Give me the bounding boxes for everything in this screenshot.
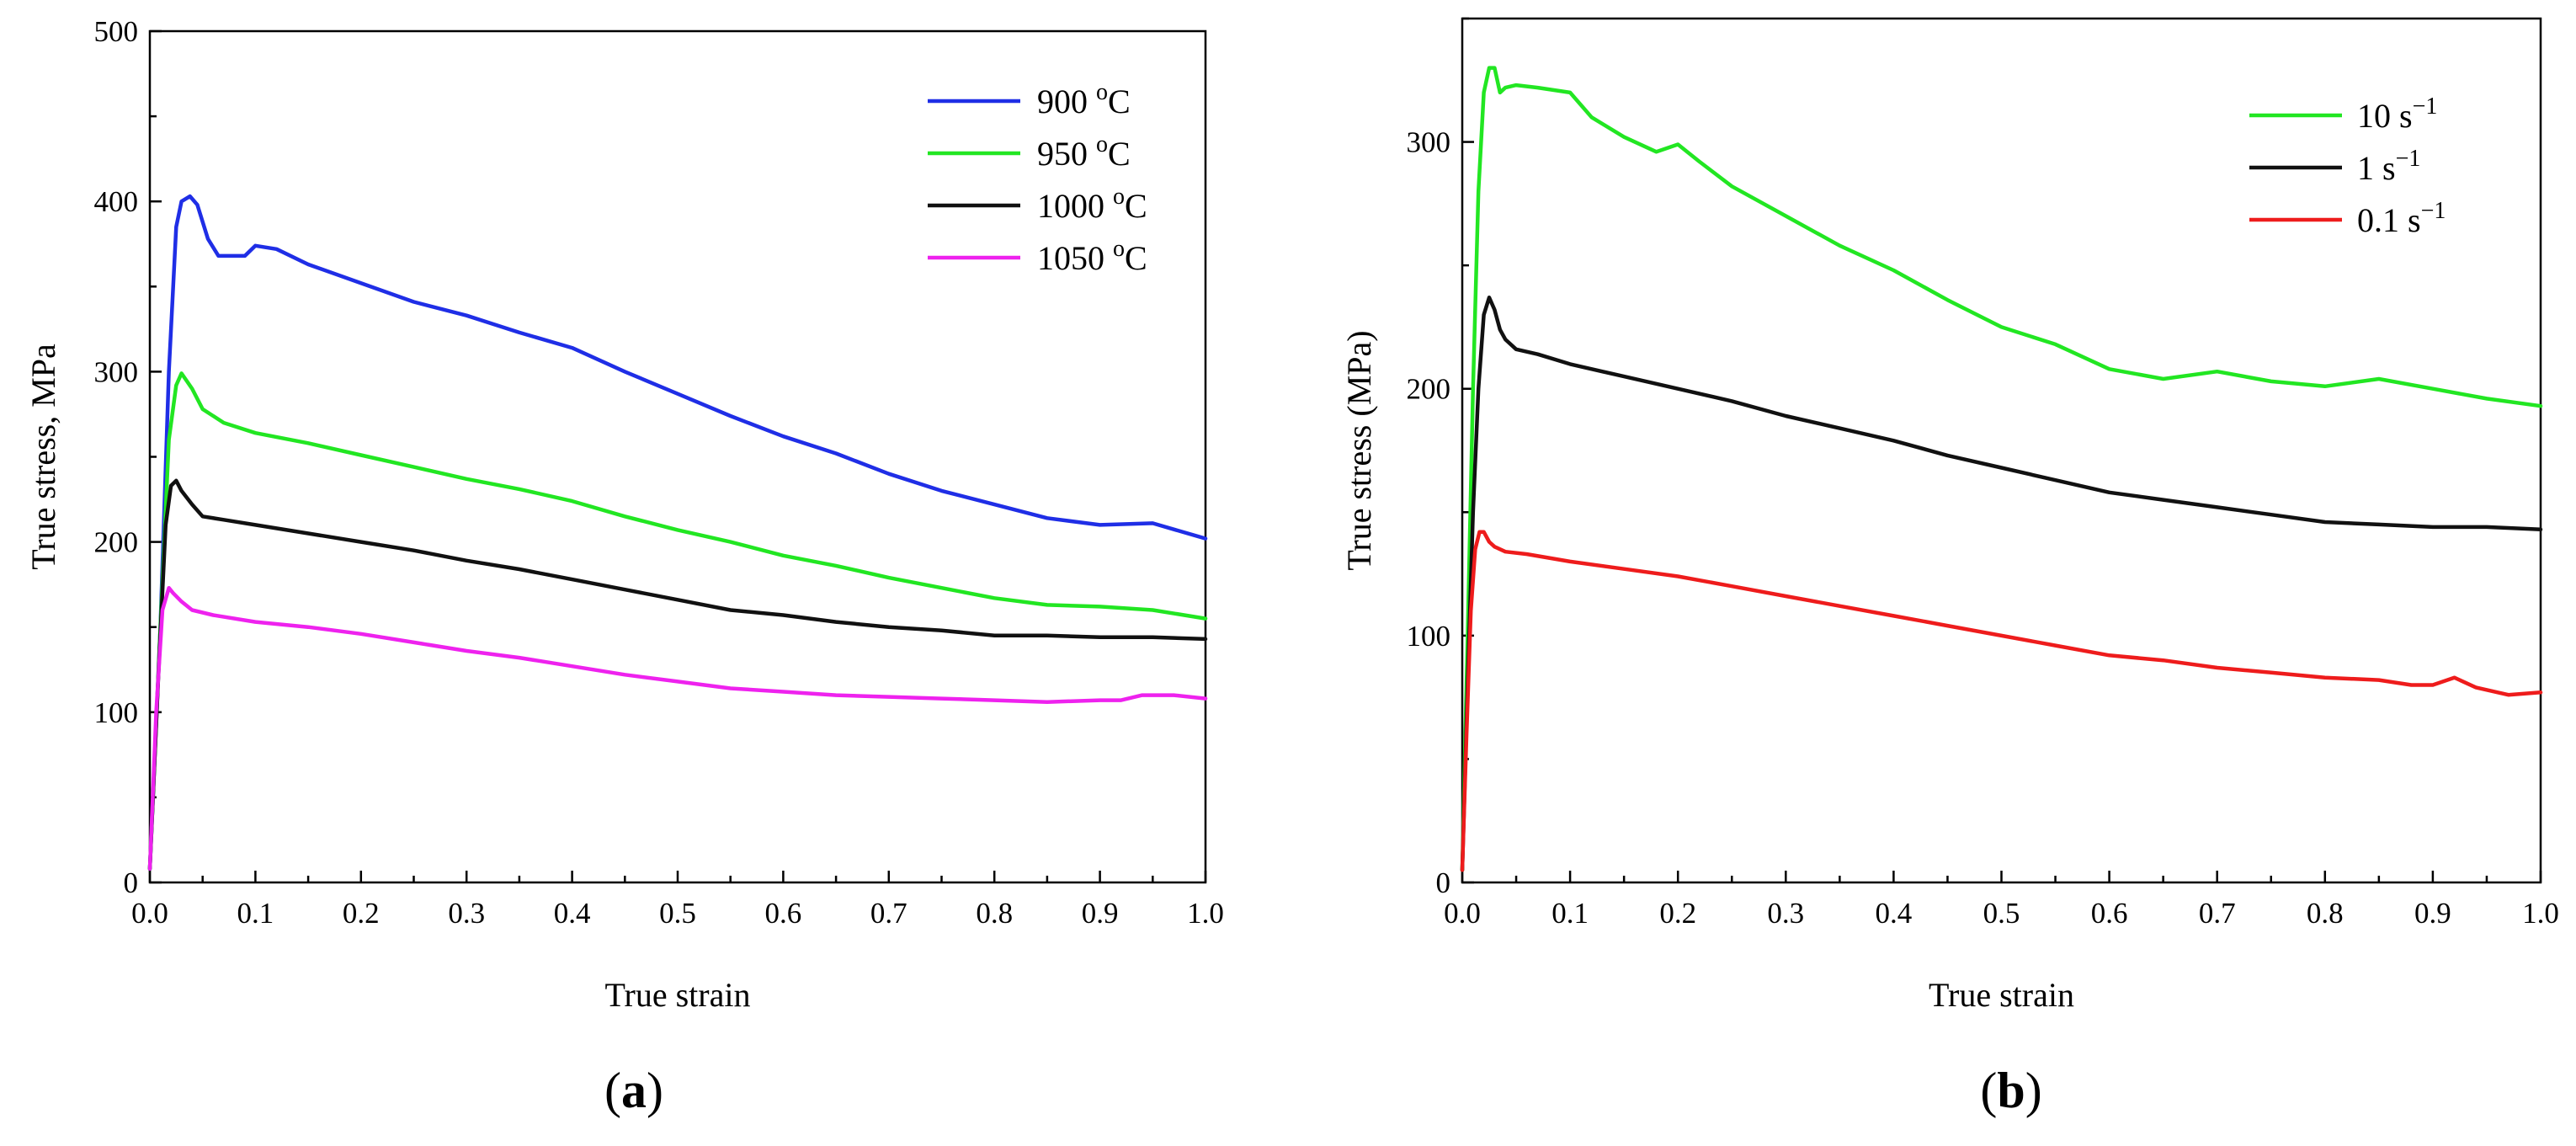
- legend-label-superscript: o: [1096, 79, 1108, 105]
- x-tick-label: 0.5: [659, 897, 696, 930]
- x-tick-label: 0.5: [1983, 897, 2020, 930]
- chart-panel-b: 0.0 0.1 0.2 0.3 0.4 0.5 0.6 0.7 0.8 0.9 1.0 0 100 200…: [1340, 17, 2559, 1118]
- legend-label-superscript: −1: [2396, 146, 2421, 172]
- series-line-b-0: [1460, 66, 2543, 872]
- x-tick-label: 0.7: [870, 897, 907, 930]
- y-tick-label: 100: [1407, 620, 1451, 653]
- legend-label: 900 oC: [1037, 79, 1131, 120]
- legend-label: 1000 oC: [1037, 184, 1147, 225]
- x-tick-label: 0.6: [765, 897, 802, 930]
- legend-label: 1050 oC: [1037, 236, 1147, 277]
- legend-label: 950 oC: [1037, 131, 1131, 173]
- x-tick-label: 0.6: [2091, 897, 2128, 930]
- legend-label: 10 s−1: [2357, 93, 2437, 135]
- legend-label-main: 900: [1037, 83, 1096, 120]
- x-axis-label: True strain: [1929, 976, 2074, 1014]
- legend-label: 1 s−1: [2357, 146, 2420, 187]
- series-line-a-3: [147, 585, 1208, 871]
- y-axis-label: True stress (MPa): [1340, 330, 1378, 570]
- x-tick-label: 0.1: [237, 897, 274, 930]
- chart-panel-a: 0.0 0.1 0.2 0.3 0.4 0.5 0.6 0.7 0.8 0.9 1.0 0 100 200…: [24, 15, 1224, 1118]
- legend-label-superscript: o: [1113, 236, 1125, 262]
- y-tick-label: 500: [94, 15, 139, 48]
- y-axis-label: True stress, MPa: [24, 344, 62, 570]
- legend-label-unit: C: [1108, 135, 1131, 173]
- y-tick-label: 0: [1436, 866, 1451, 899]
- x-tick-label: 0.2: [343, 897, 380, 930]
- legend-label-unit: C: [1125, 187, 1147, 225]
- legend-label-superscript: o: [1113, 184, 1125, 210]
- x-tick-label: 0.3: [1767, 897, 1804, 930]
- legend-label: 0.1 s−1: [2357, 198, 2446, 239]
- y-tick-label: 200: [94, 526, 139, 559]
- x-tick-label: 0.4: [1876, 897, 1913, 930]
- y-tick-label: 300: [1407, 126, 1451, 159]
- x-tick-label: 0.8: [976, 897, 1013, 930]
- x-tick-label: 0.9: [2414, 897, 2451, 930]
- plot-frame-b: [1461, 17, 2542, 884]
- x-tick-label: 0.0: [131, 897, 168, 930]
- panel-label: (b): [1980, 1063, 2041, 1118]
- legend-label-superscript: −1: [2413, 93, 2438, 120]
- legend-label-superscript: o: [1096, 131, 1108, 157]
- legend-label-main: 1050: [1037, 239, 1113, 277]
- x-tick-label: 0.4: [554, 897, 591, 930]
- legend-label-main: 10 s: [2357, 97, 2413, 135]
- series-line-a-1: [147, 371, 1208, 871]
- panel-open-paren: (: [604, 1063, 621, 1118]
- panel-close-paren: ): [647, 1063, 663, 1118]
- x-tick-label: 0.1: [1551, 897, 1589, 930]
- series-line-b-2: [1460, 530, 2543, 872]
- x-tick-label: 0.9: [1082, 897, 1119, 930]
- x-tick-label: 0.3: [448, 897, 485, 930]
- series-line-a-0: [147, 194, 1208, 871]
- series-line-a-2: [147, 478, 1208, 871]
- y-tick-label: 200: [1407, 373, 1451, 406]
- y-tick-label: 300: [94, 355, 139, 388]
- x-tick-label: 1.0: [1187, 897, 1224, 930]
- panel-open-paren: (: [1980, 1063, 1997, 1118]
- legend-label-main: 950: [1037, 135, 1096, 173]
- x-tick-label: 0.0: [1444, 897, 1481, 930]
- y-tick-label: 400: [94, 185, 139, 218]
- legend-label-unit: C: [1108, 83, 1131, 120]
- panel-letter: a: [621, 1063, 647, 1118]
- panel-label: (a): [604, 1063, 663, 1118]
- panel-letter: b: [1997, 1063, 2025, 1118]
- x-tick-label: 0.2: [1659, 897, 1696, 930]
- legend-label-main: 0.1 s: [2357, 201, 2421, 239]
- x-tick-label: 1.0: [2522, 897, 2559, 930]
- x-tick-label: 0.7: [2199, 897, 2236, 930]
- y-tick-label: 100: [94, 696, 139, 729]
- legend-label-main: 1000: [1037, 187, 1113, 225]
- legend-label-unit: C: [1125, 239, 1147, 277]
- x-axis-label: True strain: [605, 976, 751, 1014]
- panel-close-paren: ): [2025, 1063, 2042, 1118]
- legend-label-superscript: −1: [2421, 198, 2446, 224]
- x-tick-label: 0.8: [2307, 897, 2344, 930]
- y-tick-label: 0: [124, 866, 139, 899]
- series-line-b-1: [1460, 296, 2543, 872]
- legend-label-main: 1 s: [2357, 149, 2396, 187]
